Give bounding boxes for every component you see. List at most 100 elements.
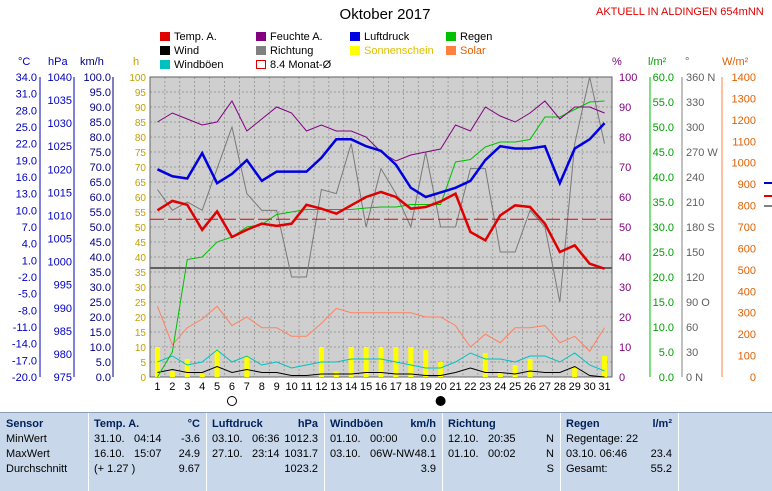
lm2-tick: 50.0: [653, 122, 674, 134]
wm2-tick: 0: [750, 372, 756, 384]
hpa-tick: 1010: [48, 210, 72, 222]
wm2-tick: 1300: [732, 93, 756, 105]
rain-max-date: 03.10. 06:46: [566, 448, 628, 460]
pct-tick: 40: [619, 252, 631, 264]
sunshine-bar: [348, 347, 354, 377]
direction-max-date: 01.10.: [448, 448, 479, 460]
axis-header-kmh: km/h: [80, 56, 104, 68]
kmh-tick: 85.0: [90, 117, 111, 129]
day-label: 2: [169, 381, 175, 393]
day-label: 27: [539, 381, 551, 393]
legend-swatch: [160, 32, 170, 41]
legend-label: Temp. A.: [174, 31, 217, 43]
legend-item: Temp. A.: [160, 31, 217, 44]
lm2-tick: 5.0: [659, 347, 674, 359]
day-label: 29: [569, 381, 581, 393]
kmh-tick: 40.0: [90, 252, 111, 264]
kmh-tick: 30.0: [90, 282, 111, 294]
hpa-tick: 980: [54, 349, 72, 361]
day-label: 4: [199, 381, 205, 393]
h-tick: 45: [135, 238, 147, 249]
rain-total-value: 55.2: [650, 463, 672, 475]
pressure-min-date: 03.10.: [212, 433, 243, 445]
lm2-tick: 0.0: [659, 372, 674, 384]
pct-tick: 10: [619, 342, 631, 354]
gusts-line: [157, 349, 605, 372]
day-label: 7: [244, 381, 250, 393]
legend-label: Luftdruck: [364, 31, 410, 43]
wm2-tick: 500: [738, 265, 756, 277]
temp-tick: 13.0: [16, 189, 37, 201]
moon-new-icon: [435, 396, 446, 406]
h-tick: 15: [135, 328, 147, 339]
sunshine-bar: [527, 359, 533, 377]
kmh-tick: 75.0: [90, 147, 111, 159]
h-tick: 20: [135, 313, 147, 324]
gusts-max-direction: 06W-NW: [370, 448, 415, 460]
wm2-tick: 800: [738, 201, 756, 213]
gusts-max-value: 48.1: [414, 448, 436, 460]
wm2-tick: 100: [738, 351, 756, 363]
day-label: 10: [285, 381, 297, 393]
temp-tick: -20.0: [12, 372, 37, 384]
pressure-avg-value: 1023.2: [284, 463, 318, 475]
h-tick: 80: [135, 133, 147, 144]
wm2-tick: 600: [738, 243, 756, 255]
temp-tick: 19.0: [16, 155, 37, 167]
axis-header-temp: °C: [18, 56, 31, 68]
lm2-tick: 15.0: [653, 297, 674, 309]
legend-label: Regen: [460, 31, 493, 43]
day-label: 24: [494, 381, 506, 393]
deg-tick: 330: [686, 97, 704, 109]
sunshine-bar: [169, 371, 175, 377]
sunshine-bar: [438, 362, 444, 377]
kmh-tick: 65.0: [90, 177, 111, 189]
day-label: 8: [259, 381, 265, 393]
kmh-tick: 55.0: [90, 207, 111, 219]
h-tick: 85: [135, 118, 147, 129]
wm2-tick: 1400: [732, 72, 756, 84]
direction-min-date: 12.10.: [448, 433, 479, 445]
rain-max-value: 23.4: [650, 448, 672, 460]
h-tick: 25: [135, 298, 147, 309]
h-tick: 70: [135, 163, 147, 174]
day-label: 23: [479, 381, 491, 393]
legend-label: 8.4 Monat-Ø: [270, 59, 332, 71]
day-label: 3: [184, 381, 190, 393]
pressure-min-value: 1012.3: [284, 433, 318, 445]
deg-tick: 120: [686, 272, 704, 284]
h-tick: 30: [135, 283, 147, 294]
gusts-unit: km/h: [410, 418, 436, 430]
kmh-tick: 90.0: [90, 102, 111, 114]
lm2-tick: 35.0: [653, 197, 674, 209]
deg-tick: 180 S: [686, 222, 715, 234]
legend-item: Luftdruck: [350, 31, 409, 44]
solar-line: [156, 305, 605, 353]
lm2-tick: 20.0: [653, 272, 674, 284]
axis-header-lm2: l/m²: [648, 56, 667, 68]
legend-item: 8.4 Monat-Ø: [256, 59, 331, 72]
legend-swatch: [446, 46, 456, 55]
deg-tick: 240: [686, 172, 704, 184]
h-tick: 0: [140, 373, 146, 384]
legend-item: Feuchte A.: [256, 31, 323, 44]
gusts-header: Windböen: [330, 418, 384, 430]
temperature-line: [156, 190, 605, 270]
deg-tick: 210: [686, 197, 704, 209]
sensor-header: Sensor: [6, 418, 44, 430]
pressure-header: Luftdruck: [212, 418, 263, 430]
temp-tick: 31.0: [16, 89, 37, 101]
lm2-tick: 10.0: [653, 322, 674, 334]
direction-avg-value: S: [546, 463, 554, 475]
day-label: 17: [390, 381, 402, 393]
legend-item: Wind: [160, 45, 199, 58]
sensor-column: Sensor MinWert MaxWert Durchschnitt: [6, 417, 86, 477]
hpa-tick: 1025: [48, 141, 72, 153]
lm2-tick: 60.0: [653, 72, 674, 84]
row-label-min: MinWert: [6, 433, 47, 445]
direction-column: Richtung 12.10. 20:35 N 01.10. 00:02 N S: [448, 417, 556, 477]
h-tick: 55: [135, 208, 147, 219]
day-label: 5: [214, 381, 220, 393]
sunshine-bar: [378, 347, 384, 377]
day-label: 14: [345, 381, 357, 393]
